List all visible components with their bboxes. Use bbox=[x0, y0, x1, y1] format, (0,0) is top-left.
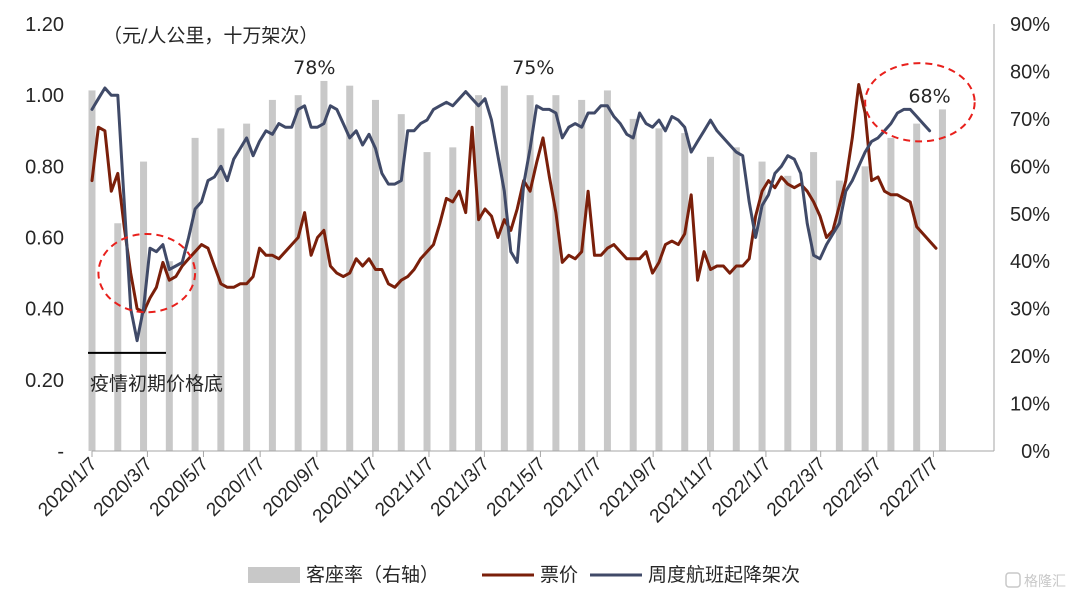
annotation-group: 78% 75% 68% 疫情初期价格底 bbox=[88, 57, 976, 395]
x-tick-label: 2022/3/7 bbox=[763, 454, 830, 521]
y-left-tick-label: 0.60 bbox=[25, 228, 64, 250]
bar-load-factor bbox=[88, 90, 96, 451]
bar-load-factor bbox=[681, 133, 689, 451]
unit-note: （元/人公里，十万架次） bbox=[103, 25, 318, 47]
y-right-tick-label: 60% bbox=[1010, 156, 1050, 178]
y-left-tick-label: 0.20 bbox=[25, 370, 64, 392]
bar-load-factor bbox=[268, 99, 276, 452]
x-tick-label: 2021/7/7 bbox=[540, 454, 607, 521]
bar-load-factor bbox=[810, 152, 818, 451]
y-left-tick-label: 1.00 bbox=[25, 85, 64, 107]
x-tick-label: 2022/7/7 bbox=[876, 454, 943, 521]
bar-load-factor bbox=[243, 123, 251, 451]
x-tick-label: 2021/5/7 bbox=[483, 454, 550, 521]
x-tick-label: 2022/1/7 bbox=[708, 454, 775, 521]
y-right-tick-label: 90% bbox=[1010, 14, 1050, 36]
bar-load-factor bbox=[758, 161, 766, 452]
x-tick-label: 2021/1/7 bbox=[371, 454, 438, 521]
x-tick-label: 2020/7/7 bbox=[203, 454, 270, 521]
watermark-text: 格隆汇 bbox=[1024, 574, 1066, 590]
x-tick-label: 2021/3/7 bbox=[427, 454, 494, 521]
watermark: 格隆汇 bbox=[1005, 572, 1066, 590]
y-left-tick-label: 1.20 bbox=[25, 14, 64, 36]
x-tick-label: 2020/5/7 bbox=[146, 454, 213, 521]
bar-load-factor bbox=[938, 109, 946, 452]
y-left-tick-label: 0.40 bbox=[25, 299, 64, 321]
bar-load-factor bbox=[294, 95, 302, 452]
bar-load-factor bbox=[732, 147, 740, 451]
bar-load-factor bbox=[578, 99, 586, 452]
bar-load-factor bbox=[217, 128, 225, 451]
y-right-tick-label: 20% bbox=[1010, 346, 1050, 368]
bar-load-factor bbox=[449, 147, 457, 451]
bar-load-factor bbox=[397, 114, 405, 452]
y-right-tick-label: 50% bbox=[1010, 204, 1050, 226]
x-tick-label: 2020/1/7 bbox=[34, 454, 101, 521]
line-weekly-flights bbox=[90, 86, 932, 343]
legend-label-ticket-price: 票价 bbox=[540, 564, 578, 586]
bar-load-factor bbox=[320, 80, 328, 451]
bar-load-factor bbox=[861, 166, 869, 452]
price-bottom-label: 疫情初期价格底 bbox=[90, 373, 223, 395]
highlight-circle bbox=[864, 62, 976, 143]
bar-series-group bbox=[88, 80, 946, 452]
bar-load-factor bbox=[552, 95, 560, 452]
watermark-logo-icon bbox=[1005, 572, 1021, 588]
load-factor-label: 78% bbox=[293, 57, 335, 79]
legend: 客座率（右轴） 票价 周度航班起降架次 bbox=[248, 564, 800, 586]
bar-load-factor bbox=[475, 95, 483, 452]
y-right-tick-label: 80% bbox=[1010, 61, 1050, 83]
x-tick-label: 2020/3/7 bbox=[90, 454, 157, 521]
y-left-tick-label: - bbox=[57, 441, 64, 463]
bar-load-factor bbox=[526, 95, 534, 452]
bar-load-factor bbox=[655, 128, 663, 451]
bar-load-factor bbox=[346, 85, 354, 451]
load-factor-label: 75% bbox=[512, 57, 554, 79]
y-right-tick-label: 70% bbox=[1010, 109, 1050, 131]
highlight-circle bbox=[97, 232, 197, 314]
bar-load-factor bbox=[114, 223, 122, 451]
y-right-tick-label: 40% bbox=[1010, 251, 1050, 273]
bar-load-factor bbox=[913, 123, 921, 451]
bar-load-factor bbox=[707, 156, 715, 451]
line-series-group bbox=[90, 83, 938, 343]
y-right-tick-label: 0% bbox=[1021, 441, 1050, 463]
bar-load-factor bbox=[835, 180, 843, 452]
bar-load-factor bbox=[784, 175, 792, 452]
x-tick-label: 2022/5/7 bbox=[819, 454, 886, 521]
line-ticket-price bbox=[90, 83, 938, 314]
legend-label-flights: 周度航班起降架次 bbox=[648, 564, 800, 586]
bar-load-factor bbox=[423, 152, 431, 451]
bar-load-factor bbox=[500, 85, 508, 451]
bar-load-factor bbox=[887, 137, 895, 451]
bar-load-factor bbox=[603, 90, 611, 451]
legend-label-load-factor: 客座率（右轴） bbox=[306, 564, 439, 586]
y-right-tick-label: 30% bbox=[1010, 299, 1050, 321]
bar-load-factor bbox=[165, 261, 173, 451]
y-right-tick-label: 10% bbox=[1010, 394, 1050, 416]
y-left-tick-label: 0.80 bbox=[25, 156, 64, 178]
bar-load-factor bbox=[191, 137, 199, 451]
bar-load-factor bbox=[629, 118, 637, 451]
load-factor-label: 68% bbox=[908, 85, 950, 107]
bar-load-factor bbox=[371, 99, 379, 452]
legend-swatch-load-factor bbox=[248, 567, 300, 583]
